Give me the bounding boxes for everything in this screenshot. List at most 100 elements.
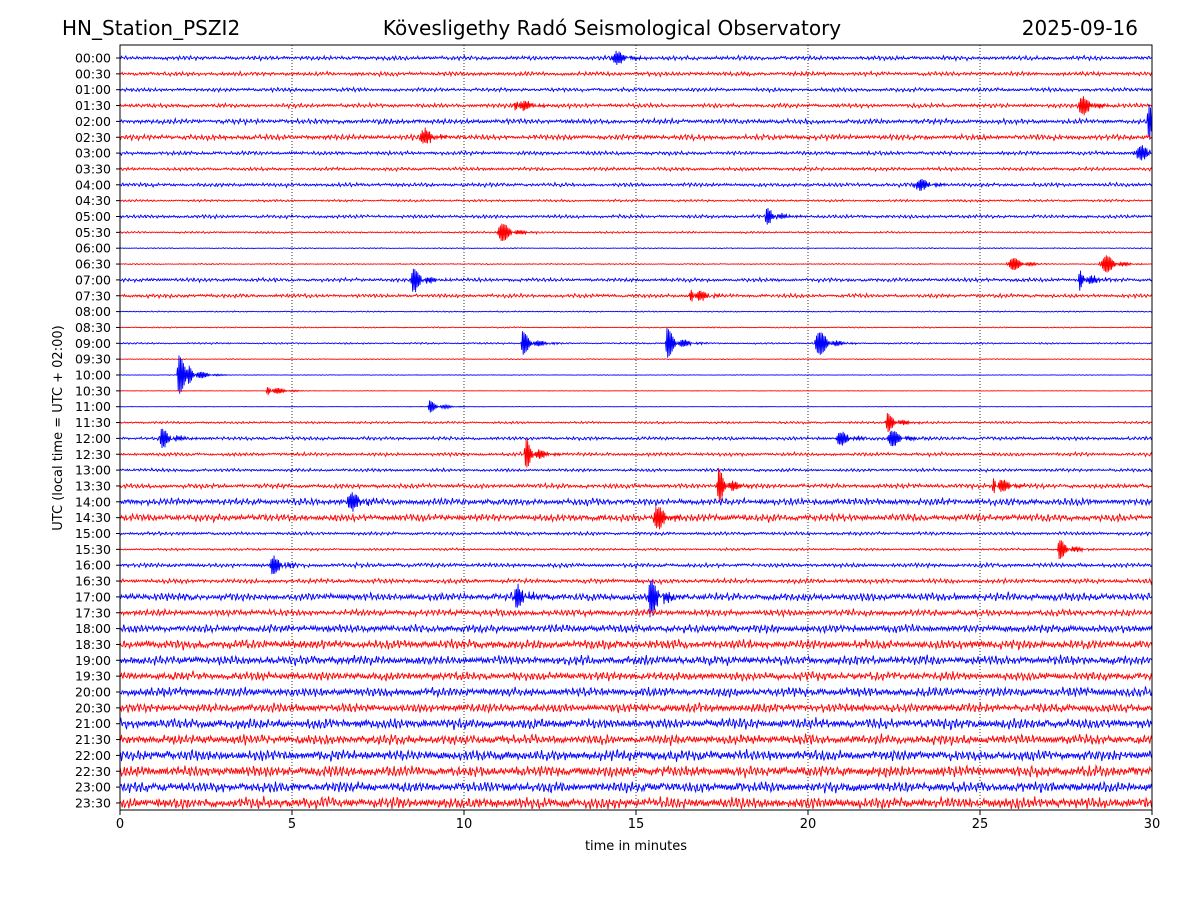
trace-0530 (119, 223, 1153, 241)
trace-1130 (119, 412, 1153, 432)
x-tick-label-0: 0 (116, 817, 124, 832)
row-label-1030: 10:30 (75, 383, 111, 398)
row-label-0730: 07:30 (75, 288, 111, 303)
trace-0900 (119, 327, 1153, 358)
row-label-2330: 23:30 (75, 795, 111, 810)
seismic-traces (119, 50, 1153, 810)
trace-2330 (119, 795, 1153, 810)
row-label-1600: 16:00 (75, 558, 111, 573)
trace-1530 (119, 540, 1153, 560)
y-axis-label: UTC (local time = UTC + 02:00) (51, 325, 66, 530)
row-label-1230: 12:30 (75, 447, 111, 462)
x-axis-label: time in minutes (585, 839, 687, 854)
trace-1000 (119, 355, 1153, 394)
trace-2230 (119, 763, 1153, 779)
row-label-2230: 22:30 (75, 764, 111, 779)
trace-2130 (119, 733, 1153, 746)
row-label-2130: 21:30 (75, 732, 111, 747)
row-label-0900: 09:00 (75, 336, 111, 351)
trace-0930 (119, 358, 1153, 361)
row-label-1830: 18:30 (75, 637, 111, 652)
trace-1030 (119, 387, 1153, 396)
row-label-0630: 06:30 (75, 257, 111, 272)
trace-0830 (119, 326, 1153, 329)
row-label-1530: 15:30 (75, 542, 111, 557)
row-label-1700: 17:00 (75, 589, 111, 604)
row-label-0800: 08:00 (75, 304, 111, 319)
x-tick-label-25: 25 (972, 817, 989, 832)
row-label-2100: 21:00 (75, 716, 111, 731)
row-label-0830: 08:30 (75, 320, 111, 335)
trace-1700 (119, 579, 1153, 618)
trace-1400 (119, 492, 1153, 512)
row-label-0030: 00:30 (75, 66, 111, 81)
trace-1600 (119, 555, 1153, 575)
trace-1630 (119, 576, 1153, 586)
row-label-0330: 03:30 (75, 161, 111, 176)
trace-2000 (119, 686, 1153, 699)
row-label-0600: 06:00 (75, 241, 111, 256)
row-label-0100: 01:00 (75, 82, 111, 97)
row-label-1900: 19:00 (75, 653, 111, 668)
observatory-title: Kövesligethy Radó Seismological Observat… (383, 16, 841, 40)
row-label-0500: 05:00 (75, 209, 111, 224)
row-label-2030: 20:30 (75, 700, 111, 715)
trace-0030 (119, 70, 1153, 78)
trace-1100 (119, 400, 1153, 413)
row-label-0230: 02:30 (75, 130, 111, 145)
trace-1830 (119, 638, 1153, 651)
trace-0300 (119, 145, 1152, 161)
trace-1330 (119, 467, 1153, 503)
x-axis-ticks: 0 5 10 15 20 25 30 (116, 810, 1160, 832)
trace-0600 (119, 247, 1153, 250)
row-label-2200: 22:00 (75, 748, 111, 763)
trace-1230 (119, 439, 1153, 468)
row-label-1100: 11:00 (75, 399, 111, 414)
time-row-labels: 00:0000:3001:0001:3002:0002:3003:0003:30… (75, 51, 120, 810)
trace-0200 (119, 104, 1153, 140)
date-label: 2025-09-16 (1022, 16, 1138, 40)
row-label-0930: 09:30 (75, 352, 111, 367)
trace-1500 (119, 530, 1153, 537)
trace-2200 (119, 748, 1153, 762)
row-label-2300: 23:00 (75, 780, 111, 795)
trace-0130 (119, 96, 1153, 116)
row-label-0200: 02:00 (75, 114, 111, 129)
x-tick-label-20: 20 (800, 817, 817, 832)
row-label-0530: 05:30 (75, 225, 111, 240)
trace-0700 (119, 268, 1153, 293)
trace-0230 (119, 127, 1153, 144)
row-label-0400: 04:00 (75, 177, 111, 192)
trace-0730 (119, 289, 1153, 302)
station-label: HN_Station_PSZI2 (62, 16, 240, 40)
row-label-1300: 13:00 (75, 463, 111, 478)
row-label-1630: 16:30 (75, 574, 111, 589)
trace-0430 (119, 198, 1153, 203)
trace-0400 (119, 178, 1153, 191)
row-label-0430: 04:30 (75, 193, 111, 208)
row-label-1130: 11:30 (75, 415, 111, 430)
trace-2030 (119, 702, 1153, 714)
row-label-1500: 15:00 (75, 526, 111, 541)
row-label-1800: 18:00 (75, 621, 111, 636)
row-label-1330: 13:30 (75, 478, 111, 493)
trace-1930 (119, 670, 1153, 682)
row-label-1930: 19:30 (75, 669, 111, 684)
trace-2100 (119, 717, 1153, 731)
row-label-0700: 07:00 (75, 272, 111, 287)
trace-0630 (119, 255, 1153, 273)
trace-1900 (119, 654, 1153, 667)
x-tick-label-30: 30 (1144, 817, 1161, 832)
trace-0330 (119, 165, 1153, 173)
row-label-0300: 03:00 (75, 146, 111, 161)
x-tick-label-10: 10 (456, 817, 473, 832)
row-label-2000: 20:00 (75, 685, 111, 700)
row-label-1430: 14:30 (75, 510, 111, 525)
x-tick-label-15: 15 (628, 817, 645, 832)
trace-1300 (119, 467, 1153, 473)
trace-0100 (119, 86, 1153, 94)
plot-frame (119, 44, 1153, 811)
row-label-1730: 17:30 (75, 605, 111, 620)
trace-1730 (119, 607, 1153, 619)
